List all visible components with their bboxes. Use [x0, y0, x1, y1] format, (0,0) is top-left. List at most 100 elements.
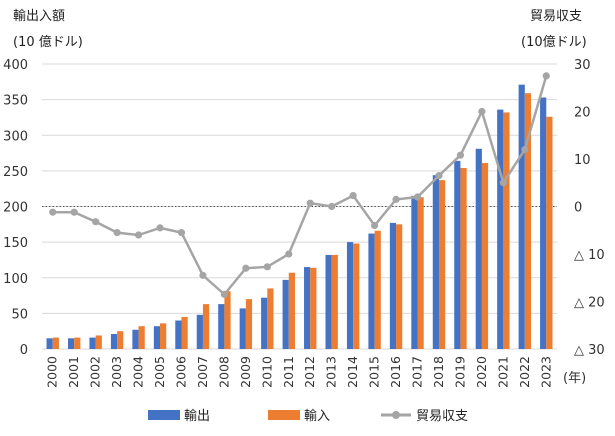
x-tick-label: 2012: [302, 356, 317, 388]
balance-point: [49, 208, 57, 216]
balance-point: [92, 218, 100, 226]
right-tick-label: △ 20: [574, 296, 605, 311]
x-tick-label: 2014: [345, 356, 360, 388]
balance-point: [156, 224, 164, 232]
import-bar: [95, 335, 102, 349]
export-bar: [389, 222, 397, 349]
legend-label-balance: 貿易収支: [416, 409, 468, 424]
import-bar: [181, 316, 188, 349]
import-bar: [138, 326, 145, 349]
x-tick-label: 2009: [238, 356, 253, 388]
x-tick-label: 2015: [367, 356, 382, 388]
x-tick-label: 2000: [45, 356, 60, 388]
right-axis-unit: (10億ドル): [521, 34, 587, 50]
export-bar: [239, 308, 246, 349]
legend-label-export: 輸出: [184, 409, 210, 424]
export-bar: [497, 109, 504, 349]
left-tick-label: 350: [3, 94, 28, 109]
x-tick-label: 2008: [216, 356, 231, 388]
export-bar: [411, 195, 418, 349]
x-axis-ticks: 2000 2001 2002 2003 2004 2005 2006 2007 2008 2009…: [45, 356, 554, 388]
export-bar: [454, 160, 461, 349]
import-bar: [353, 243, 360, 349]
import-bar: [438, 180, 446, 349]
x-axis-unit: (年): [563, 371, 586, 386]
export-bar: [67, 338, 75, 349]
balance-line: [52, 75, 548, 297]
right-tick-label: 10: [574, 153, 591, 168]
left-tick-label: 50: [11, 307, 28, 322]
import-bar: [245, 299, 253, 349]
balance-point: [413, 193, 422, 201]
balance-point: [113, 229, 121, 237]
x-tick-label: 2017: [410, 356, 425, 388]
balance-point: [392, 195, 400, 203]
right-tick-label: 20: [574, 106, 591, 121]
balance-point: [134, 231, 143, 239]
balance-point: [242, 264, 250, 272]
import-bar: [74, 337, 81, 349]
export-bar: [218, 304, 225, 349]
x-tick-label: 2003: [109, 356, 124, 388]
left-axis-unit: (10 億ドル): [13, 34, 83, 50]
left-tick-label: 150: [3, 236, 28, 251]
x-tick-label: 2001: [66, 356, 81, 388]
balance-point: [371, 221, 379, 230]
left-tick-label: 200: [3, 201, 28, 216]
import-bar: [417, 197, 424, 349]
import-bar: [396, 224, 403, 349]
bar-series: [46, 84, 553, 350]
x-tick-label: 2021: [495, 356, 510, 388]
export-bar: [282, 279, 289, 349]
export-bar: [261, 297, 268, 349]
export-bar: [325, 254, 332, 349]
balance-point: [328, 202, 336, 211]
x-tick-label: 2016: [388, 356, 403, 388]
x-tick-label: 2002: [88, 356, 103, 388]
left-axis-ticks: 0 50 100 150 200 250 300 350 400: [3, 58, 28, 358]
balance-point: [435, 172, 443, 180]
import-bar: [503, 112, 510, 349]
import-bar: [481, 163, 489, 349]
x-tick-label: 2013: [324, 356, 339, 388]
export-bar: [346, 242, 354, 349]
import-bar: [202, 304, 210, 349]
x-tick-label: 2005: [152, 356, 167, 388]
balance-point: [349, 191, 357, 200]
x-tick-label: 2019: [452, 356, 467, 388]
grid-lines: [42, 63, 557, 350]
left-tick-label: 400: [3, 58, 28, 73]
right-tick-label: 30: [574, 58, 591, 73]
balance-point: [521, 145, 529, 154]
legend-label-import: 輸入: [304, 409, 330, 424]
export-bar: [153, 326, 161, 349]
export-bar: [175, 320, 182, 349]
balance-point: [177, 229, 186, 237]
x-tick-label: 2018: [431, 356, 446, 388]
import-bar: [331, 254, 338, 349]
left-tick-label: 0: [20, 343, 28, 358]
right-axis-ticks: △ 30 △ 20 △ 10 0 10 20 30: [574, 58, 605, 358]
left-axis-title: 輸出入額: [13, 9, 65, 24]
export-bar: [46, 338, 53, 349]
left-tick-label: 100: [3, 272, 28, 287]
import-bar: [524, 93, 532, 350]
balance-point: [285, 250, 293, 258]
x-tick-label: 2023: [538, 356, 553, 388]
legend-swatch-import: [268, 410, 300, 420]
export-bar: [518, 84, 525, 349]
import-bar: [546, 116, 553, 349]
export-bar: [475, 148, 482, 349]
import-bar: [117, 331, 124, 349]
export-bar: [132, 329, 139, 349]
import-bar: [267, 288, 274, 349]
x-tick-label: 2022: [517, 356, 532, 388]
import-bar: [460, 168, 467, 349]
line-series: [49, 72, 550, 298]
x-tick-label: 2006: [173, 356, 188, 388]
right-tick-label: 0: [574, 201, 582, 216]
import-bar: [288, 272, 295, 349]
right-axis-title: 貿易収支: [530, 9, 582, 24]
export-bar: [304, 267, 311, 349]
legend-swatch-export: [148, 410, 180, 420]
